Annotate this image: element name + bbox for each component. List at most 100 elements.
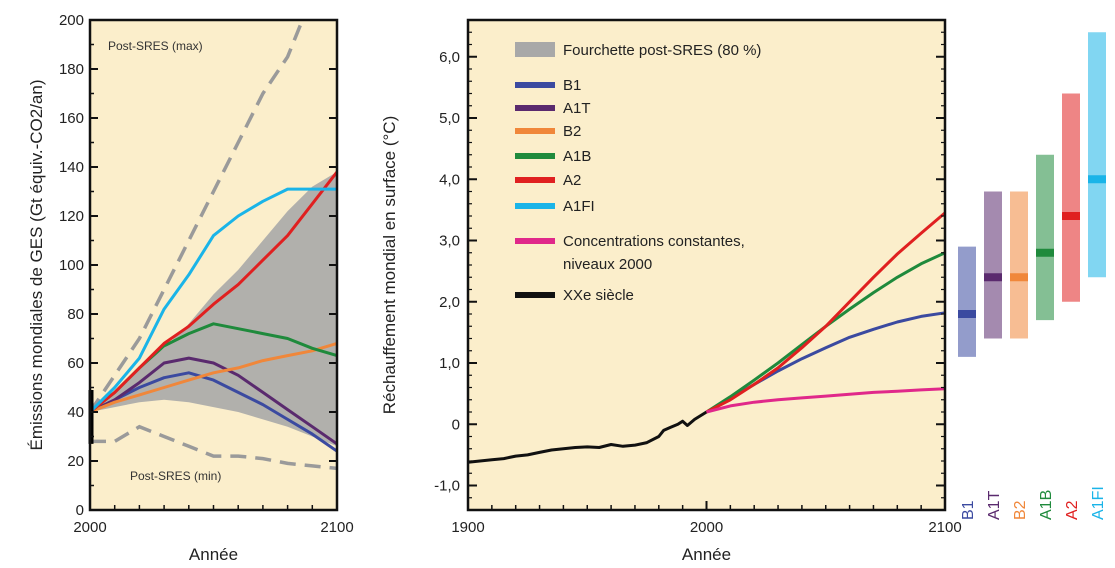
legend-item-concentrations-constantes-niveaux-2000: Concentrations constantes, niveaux 2000 xyxy=(515,233,745,273)
legend-label-line: XXe siècle xyxy=(563,287,634,304)
range-bar-label-a1fi: A1FI xyxy=(1090,486,1107,520)
y-tick-label-180: 180 xyxy=(59,61,84,78)
legend-label-xxe-si-cle: XXe siècle xyxy=(563,287,634,304)
y-tick-label-140: 140 xyxy=(59,159,84,176)
range-bar-label-a1t: A1T xyxy=(986,490,1003,520)
x-axis-title: Année xyxy=(682,545,731,564)
legend-label-line: niveaux 2000 xyxy=(563,256,652,273)
x-axis-title: Année xyxy=(189,545,238,564)
y-tick-label-100: 100 xyxy=(59,257,84,274)
dashed-line-post-sres-min xyxy=(90,424,337,471)
series-line-b2 xyxy=(90,341,337,414)
dashed-line-post-sres-max xyxy=(90,20,305,413)
x-tick-label-2100: 2100 xyxy=(928,519,961,536)
range-bar-b2 xyxy=(1010,191,1028,339)
legend-label-line: Concentrations constantes, xyxy=(563,233,745,250)
series-line-b1 xyxy=(90,371,337,453)
plot-area xyxy=(90,20,337,471)
legend-label-line: B1 xyxy=(563,77,581,94)
series-line-a1fi xyxy=(90,187,337,414)
legend-item-a1b: A1B xyxy=(515,148,591,165)
legend-label-line: A2 xyxy=(563,172,581,189)
y-tick-label-2-0: 2,0 xyxy=(439,294,460,311)
legend-swatch-b2 xyxy=(515,128,555,134)
legend-label-line: A1FI xyxy=(563,198,595,215)
y-tick-label-20: 20 xyxy=(67,453,84,470)
emissions-panel: Post-SRES (max) Post-SRES (min) 0 20 40 60 80 1… xyxy=(27,12,354,564)
legend-label-a1t: A1T xyxy=(563,100,591,117)
legend-swatch-b1 xyxy=(515,82,555,88)
legend-swatch-xxe-si-cle xyxy=(515,292,555,298)
best-estimate-a2 xyxy=(1062,212,1080,220)
best-estimate-a1fi xyxy=(1088,175,1106,184)
best-estimate-a1t xyxy=(984,273,1002,282)
range-bar-a1fi xyxy=(1088,32,1106,278)
y-axis-title: Réchauffement mondial en surface (°C) xyxy=(380,116,399,414)
y-tick-label-3-0: 3,0 xyxy=(439,233,460,250)
legend-item-xxe-si-cle: XXe siècle xyxy=(515,287,634,304)
warming-panel: -1,0 0 1,0 2,0 3,0 4,0 5,0 6,0 1900 2000 2100 Année… xyxy=(380,18,962,564)
legend-swatch-concentrations-constantes-niveaux-2000 xyxy=(515,238,555,244)
series-line-a2 xyxy=(90,170,337,414)
legend-swatch-a1t xyxy=(515,105,555,111)
y-tick-label-200: 200 xyxy=(59,12,84,29)
y-tick-label-0: 0 xyxy=(452,416,460,433)
legend-label-a1b: A1B xyxy=(563,148,591,165)
legend-swatch-a1fi xyxy=(515,203,555,209)
legend-label-b2: B2 xyxy=(563,123,581,140)
best-estimate-b1 xyxy=(958,310,976,318)
y-tick-label-60: 60 xyxy=(67,355,84,372)
legend-label-concentrations-constantes-niveaux-2000: Concentrations constantes, niveaux 2000 xyxy=(563,233,745,273)
post-sres-range-band xyxy=(90,171,337,447)
y-tick-label-6-0: 6,0 xyxy=(439,49,460,66)
y-tick-label-80: 80 xyxy=(67,306,84,323)
legend-item-fourchette-post-sres-80: Fourchette post-SRES (80 %) xyxy=(515,42,761,59)
y-tick-label-120: 120 xyxy=(59,208,84,225)
legend-item-b1: B1 xyxy=(515,77,581,94)
legend-label-b1: B1 xyxy=(563,77,581,94)
y-tick-label-5-0: 5,0 xyxy=(439,110,460,127)
plot-background xyxy=(468,20,945,510)
range-bar-a2 xyxy=(1062,93,1080,302)
range-bar-label-a2: A2 xyxy=(1064,500,1081,520)
legend-item-a1fi: A1FI xyxy=(515,198,595,215)
y-tick-label-40: 40 xyxy=(67,404,84,421)
y-tick-label-1-0: -1,0 xyxy=(434,478,460,495)
x-tick-label-1900: 1900 xyxy=(451,519,484,536)
legend-swatch-a1b xyxy=(515,153,555,159)
range-bar-label-b1: B1 xyxy=(960,500,977,520)
legend-label-line: A1B xyxy=(563,148,591,165)
range-bar-label-a1b: A1B xyxy=(1038,490,1055,520)
range-bar-a1b xyxy=(1036,154,1054,321)
y-tick-label-0: 0 xyxy=(76,502,84,519)
annotation-post-sres-max: Post-SRES (max) xyxy=(108,39,203,53)
legend-label-fourchette-post-sres-80: Fourchette post-SRES (80 %) xyxy=(563,42,761,59)
legend-item-a1t: A1T xyxy=(515,100,591,117)
series-line-a1t xyxy=(90,356,337,446)
annotation-post-sres-min: Post-SRES (min) xyxy=(130,469,221,483)
y-tick-label-4-0: 4,0 xyxy=(439,171,460,188)
legend-label-line: B2 xyxy=(563,123,581,140)
y-tick-label-160: 160 xyxy=(59,110,84,127)
x-tick-label-2000: 2000 xyxy=(690,519,723,536)
best-estimate-a1b xyxy=(1036,248,1054,257)
x-tick-label-2100: 2100 xyxy=(320,519,353,536)
range-bar-a1t xyxy=(984,191,1002,339)
legend-swatch-fourchette-post-sres-80 xyxy=(515,42,555,57)
best-estimate-b2 xyxy=(1010,273,1028,282)
series-line-concentrations-constantes-niveaux-2000 xyxy=(706,387,946,414)
series-line-a2 xyxy=(705,211,946,414)
range-bar-b1 xyxy=(958,246,976,357)
series-line-xxe-si-cle xyxy=(467,410,708,464)
legend-item-b2: B2 xyxy=(515,123,581,140)
legend-label-line: A1T xyxy=(563,100,591,117)
legend-label-a1fi: A1FI xyxy=(563,198,595,215)
y-axis-title: Émissions mondiales de GES (Gt équiv.-CO… xyxy=(27,80,46,451)
legend-label-a2: A2 xyxy=(563,172,581,189)
y-tick-label-1-0: 1,0 xyxy=(439,355,460,372)
warming-range-bars: B1 A1T B2 A1B A2 A1FI xyxy=(958,32,1107,520)
range-bar-label-b2: B2 xyxy=(1012,500,1029,520)
legend-item-a2: A2 xyxy=(515,172,581,189)
legend-label-line: Fourchette post-SRES (80 %) xyxy=(563,42,761,59)
